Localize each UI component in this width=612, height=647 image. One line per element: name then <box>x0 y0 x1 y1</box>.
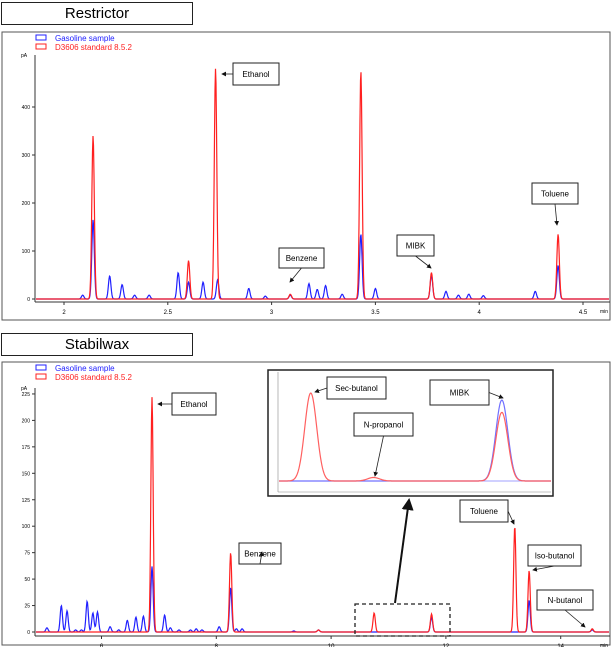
zoom-region-box <box>354 603 451 637</box>
legend-swatch <box>35 364 47 371</box>
x-tick-label: 3 <box>270 310 274 316</box>
y-tick-label: 100 <box>22 249 31 255</box>
x-tick-label: 2 <box>62 310 66 316</box>
y-tick-label: 300 <box>22 153 31 159</box>
chart-frame <box>1 31 611 321</box>
y-tick-label: 75 <box>24 551 30 557</box>
annotation-label: Iso-butanol <box>535 552 575 561</box>
annotation-arrow <box>488 392 504 399</box>
annotation-label: MIBK <box>406 242 426 251</box>
y-tick-label: 50 <box>24 577 30 583</box>
x-tick-label: 12 <box>443 644 450 647</box>
series-gasoline-line <box>36 566 609 633</box>
y-tick-label: 200 <box>22 201 31 207</box>
annotation-arrow <box>258 551 264 565</box>
series-standard-line <box>36 397 609 633</box>
annotation-arrow <box>507 510 515 525</box>
annotation-label: Ethanol <box>180 400 207 409</box>
x-unit-label: min <box>600 643 608 647</box>
annotation-label: Benzene <box>244 550 276 559</box>
x-tick-label: 14 <box>557 644 564 647</box>
y-tick-label: 225 <box>22 392 31 398</box>
zoom-arrow <box>394 498 414 604</box>
annotation-arrow <box>564 609 586 628</box>
legend-swatch <box>35 34 47 41</box>
legend-swatch <box>35 373 47 380</box>
inset-standard-line <box>279 392 551 482</box>
x-tick-label: 4 <box>478 310 482 316</box>
y-tick-label: 0 <box>27 297 30 303</box>
chart-frame <box>1 361 611 646</box>
x-tick-label: 4.5 <box>579 310 588 316</box>
y-unit-label: pA <box>21 53 28 59</box>
annotation-arrow <box>289 267 302 283</box>
legend-entry: Gasoline sample <box>55 364 115 373</box>
legend-swatch <box>35 43 47 50</box>
annotation-label: Benzene <box>286 254 318 263</box>
y-tick-label: 0 <box>27 630 30 636</box>
legend-entry: D3606 standard 8.5.2 <box>55 43 132 52</box>
x-tick-label: 3.5 <box>371 310 380 316</box>
y-tick-label: 175 <box>22 445 31 451</box>
annotation-label: N-propanol <box>364 421 404 430</box>
series-standard-line <box>36 68 609 300</box>
annotation-arrow <box>532 565 555 572</box>
y-unit-label: pA <box>21 386 28 392</box>
y-tick-label: 125 <box>22 498 31 504</box>
x-tick-label: 2.5 <box>164 310 173 316</box>
restrictor-title: Restrictor <box>1 2 193 25</box>
y-tick-label: 200 <box>22 418 31 424</box>
y-tick-label: 100 <box>22 524 31 530</box>
x-tick-label: 6 <box>100 644 104 647</box>
annotation-arrow <box>373 435 384 477</box>
annotation-label: N-butanol <box>548 596 583 605</box>
legend-entry: D3606 standard 8.5.2 <box>55 373 132 382</box>
y-tick-label: 25 <box>24 604 30 610</box>
annotation-arrow <box>554 203 560 226</box>
y-tick-label: 150 <box>22 471 31 477</box>
annotation-label: MIBK <box>450 389 470 398</box>
annotation-label: Sec-butanol <box>335 384 378 393</box>
annotation-label: Toluene <box>541 190 570 199</box>
y-tick-label: 400 <box>22 105 31 111</box>
annotation-arrow <box>415 255 432 269</box>
annotation-label: Ethanol <box>242 70 269 79</box>
x-unit-label: min <box>600 309 608 315</box>
stabilwax-title: Stabilwax <box>1 333 193 356</box>
x-tick-label: 10 <box>328 644 335 647</box>
annotation-arrow <box>314 387 328 394</box>
annotation-label: Toluene <box>470 507 499 516</box>
x-tick-label: 8 <box>215 644 219 647</box>
legend-entry: Gasoline sample <box>55 34 115 43</box>
